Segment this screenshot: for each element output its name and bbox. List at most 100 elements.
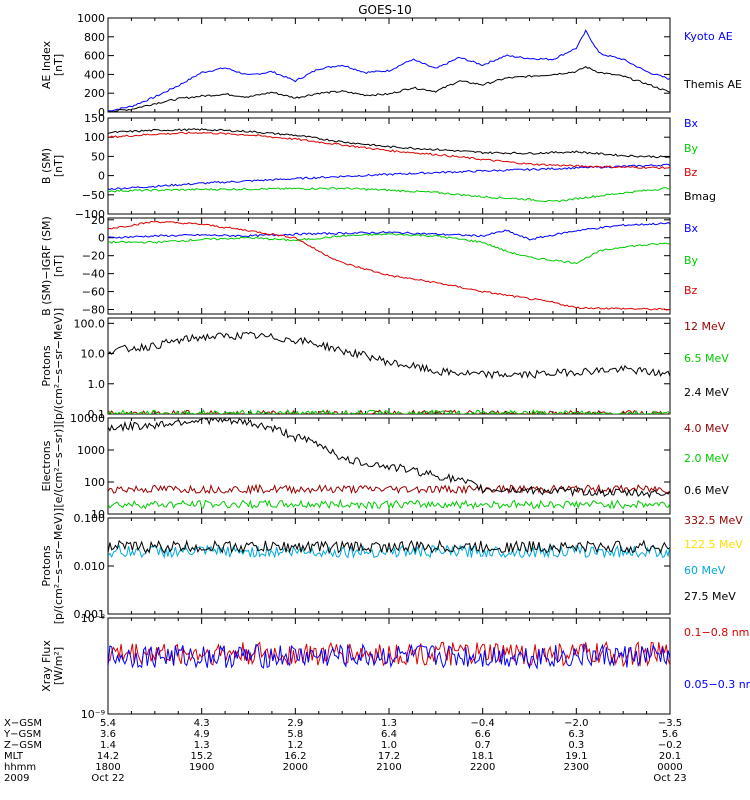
ephemeris-value: 16.2 — [284, 751, 306, 762]
y-tick-label: 0 — [98, 170, 105, 183]
legend-label: 27.5 MeV — [684, 590, 736, 603]
legend-label: Bmag — [684, 190, 716, 203]
y-tick-label: −100 — [75, 208, 105, 221]
ephemeris-value: −3.5 — [658, 718, 682, 729]
series-line-kyoto-ae — [108, 29, 670, 112]
ephemeris-row-label: hhmm — [4, 762, 36, 773]
ephemeris-value: 1.0 — [381, 740, 397, 751]
y-tick-label: 0 — [98, 232, 105, 245]
y-tick-label: 100 — [84, 131, 105, 144]
panel-electrons: 10 100 1000 10000 Electrons [e/(cm²−s−sr)] 4.0… — [40, 412, 729, 521]
y-tick-label: 1000 — [77, 12, 105, 25]
y-axis-label: [e/(cm²−s−sr)] — [52, 424, 65, 507]
ephemeris-value: 18.1 — [472, 751, 494, 762]
panel-residual: −80 −60 −40 −20 0 20 B (SM)−IGRF (SM) [nT] Bx By B… — [40, 214, 699, 317]
legend-label: 2.0 MeV — [684, 452, 729, 465]
ephemeris-value: 0000 — [657, 762, 682, 773]
y-tick-label: −50 — [82, 189, 105, 202]
y-axis-label: [nT] — [52, 255, 65, 277]
ephemeris-value: 1.2 — [287, 740, 303, 751]
ephemeris-value: −2.0 — [564, 718, 588, 729]
series-line-by — [108, 186, 670, 203]
y-tick-label: 0.100 — [74, 512, 106, 525]
y-tick-label: −80 — [82, 304, 105, 317]
panel-frame — [107, 417, 671, 515]
series-line-by — [108, 233, 670, 265]
legend-label: 60 MeV — [684, 564, 726, 577]
ephemeris-value: Oct 22 — [91, 773, 124, 784]
ephemeris-value: 5.6 — [662, 729, 678, 740]
y-tick-label: 100 — [84, 476, 105, 489]
series-line-2-0-mev — [108, 498, 670, 510]
legend-label: By — [684, 142, 699, 155]
ephemeris-row-label: Y−GSM — [3, 729, 41, 740]
series-line-bx — [108, 163, 670, 191]
panel-frame — [107, 317, 671, 415]
legend-label: Bx — [684, 222, 699, 235]
legend-label: By — [684, 254, 699, 267]
panel-frame — [107, 617, 671, 715]
panel-bfield: −100 −50 0 50 100 150 B (SM) [nT] Bx By Bz Bmag — [40, 112, 716, 221]
ephemeris-value: 2100 — [376, 762, 401, 773]
ephemeris-value: −0.4 — [471, 718, 495, 729]
ephemeris-value: 20.1 — [659, 751, 681, 762]
y-axis-label: [nT] — [52, 54, 65, 76]
legend-label: 12 MeV — [684, 320, 726, 333]
y-tick-label: −20 — [82, 250, 105, 263]
ephemeris-value: 2.9 — [287, 718, 303, 729]
y-tick-label: −40 — [82, 268, 105, 281]
ephemeris-value: 6.4 — [381, 729, 397, 740]
ephemeris-value: −0.2 — [658, 740, 682, 751]
y-tick-label: 10⁻⁸ — [81, 612, 106, 625]
legend-label: 0.05−0.3 nm — [684, 678, 750, 691]
y-axis-label: B (SM)−IGRF (SM) — [40, 216, 53, 316]
y-tick-label: 100.0 — [74, 317, 106, 330]
ephemeris-value: 0.7 — [475, 740, 491, 751]
y-axis-label: [p/(cm²−s−sr−MeV)] — [52, 308, 65, 424]
y-tick-label: 10.0 — [81, 348, 106, 361]
legend-label: Bx — [684, 117, 699, 130]
y-axis-label: [W/m²] — [52, 647, 65, 685]
ephemeris-value: 1900 — [189, 762, 214, 773]
panel-frame — [107, 517, 671, 615]
y-tick-label: 0.001 — [74, 608, 106, 621]
legend-label: 2.4 MeV — [684, 386, 729, 399]
legend-label: 0.1−0.8 nm — [684, 626, 749, 639]
ephemeris-value: 19.1 — [565, 751, 587, 762]
ephemeris-value: 15.2 — [191, 751, 213, 762]
y-axis-label: Protons — [40, 345, 53, 386]
legend-label: 0.6 MeV — [684, 484, 729, 497]
y-tick-label: 50 — [91, 150, 105, 163]
legend-label: Themis AE — [683, 78, 742, 91]
ephemeris-value: Oct 23 — [653, 773, 686, 784]
series-line-bz — [108, 131, 670, 170]
y-tick-label: −60 — [82, 286, 105, 299]
ephemeris-row-label: X−GSM — [4, 718, 42, 729]
legend-label: Bz — [684, 166, 698, 179]
y-axis-label: [p/(cm²−s−sr−MeV)] — [52, 508, 65, 624]
ephemeris-value: 2000 — [283, 762, 308, 773]
series-line-2-4-mev — [108, 331, 670, 380]
ephemeris-row-label: Z−GSM — [4, 740, 42, 751]
panel-ae: 0 200 400 600 800 1000 AE Index [nT] Kyoto AE The… — [40, 12, 742, 119]
y-axis-label: AE Index — [40, 40, 53, 89]
series-line-themis-ae — [108, 65, 670, 112]
series-line-bz — [108, 220, 670, 311]
series-line-6-5-mev — [108, 409, 670, 414]
y-tick-label: 200 — [84, 87, 105, 100]
ephemeris-value: 6.3 — [568, 729, 584, 740]
series-line-bmag — [108, 128, 670, 159]
y-tick-label: 400 — [84, 68, 105, 81]
y-tick-label: 20 — [91, 214, 105, 227]
legend-label: 122.5 MeV — [684, 538, 743, 551]
panel-protons_low: 0.1 1.0 10.0 100.0 Protons [p/(cm²−s−sr−MeV)]… — [40, 308, 729, 424]
ephemeris-value: 1.3 — [194, 740, 210, 751]
y-axis-label: Electrons — [40, 440, 53, 491]
ephemeris-value: 14.2 — [97, 751, 119, 762]
y-axis-label: B (SM) — [40, 148, 53, 184]
ephemeris-value: 1.3 — [381, 718, 397, 729]
y-tick-label: 0.1 — [88, 408, 106, 421]
y-tick-label: 1.0 — [88, 378, 106, 391]
legend-label: 4.0 MeV — [684, 422, 729, 435]
